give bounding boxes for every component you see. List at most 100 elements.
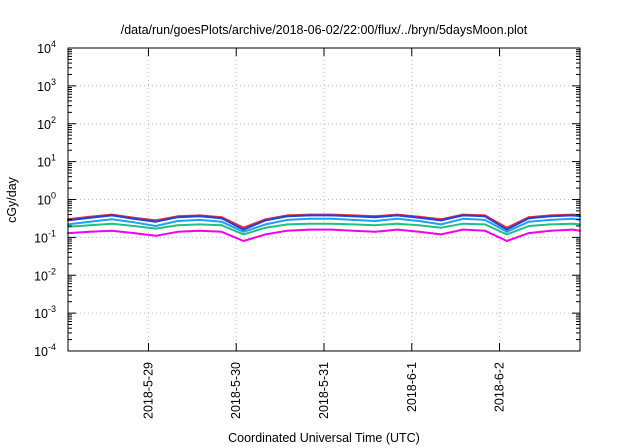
- series-3-point: [330, 217, 333, 220]
- series-5-point: [242, 240, 245, 242]
- chart-title: /data/run/goesPlots/archive/2018-06-02/2…: [121, 23, 528, 37]
- grid: [68, 48, 580, 351]
- series-5-point: [462, 228, 464, 231]
- series-4-point: [505, 233, 508, 236]
- series-5-point: [527, 232, 530, 235]
- series-4-point: [440, 226, 442, 229]
- series-4-point: [418, 224, 421, 227]
- series-2-point: [286, 215, 289, 218]
- series-2-point: [88, 216, 91, 219]
- series-4-point: [88, 224, 91, 227]
- series-4-point: [571, 222, 574, 225]
- series-4-point: [483, 223, 486, 226]
- y-tick-label-base: 10: [34, 231, 48, 245]
- plot-area: [67, 213, 581, 242]
- x-tick-label: 2018-6-1: [405, 362, 419, 412]
- x-axis-title: Coordinated Universal Time (UTC): [228, 431, 420, 445]
- series-2-point: [330, 214, 333, 217]
- series-5-point: [110, 229, 113, 232]
- series-4-point: [308, 222, 311, 225]
- y-tick-label-base: 10: [34, 269, 48, 283]
- series-4-point: [220, 224, 223, 227]
- series-3-point: [286, 218, 289, 221]
- series-4-point: [396, 222, 399, 225]
- y-tick-label-exponent: 3: [51, 77, 56, 87]
- x-axis: 2018-5-29 2018-5-30 2018-5-31 2018-6-1 2018-…: [141, 48, 507, 419]
- y-tick-label-base: 10: [37, 42, 51, 56]
- series-2-point: [264, 219, 267, 222]
- series-3-point: [571, 217, 574, 220]
- y-tick-label-exponent: 1: [51, 153, 56, 163]
- series-2-point: [440, 219, 442, 222]
- y-axis-title: cGy/day: [5, 176, 19, 223]
- series-4-point: [264, 226, 267, 229]
- y-tick-label: 101: [37, 153, 56, 170]
- y-tick-label: 10-3: [34, 304, 56, 321]
- series-4-point: [132, 225, 135, 227]
- series-5-point: [88, 230, 91, 233]
- y-tick-label: 10-2: [34, 266, 56, 283]
- series-4-point: [154, 227, 157, 230]
- series-5-point: [374, 230, 377, 233]
- series-2-point: [483, 215, 486, 218]
- series-4-point: [286, 223, 289, 226]
- series-4-point: [549, 223, 552, 226]
- series-3-point: [110, 218, 113, 221]
- series-2-point: [198, 215, 201, 218]
- series-2-point: [220, 217, 223, 220]
- x-tick-label: 2018-6-2: [493, 362, 507, 412]
- series-5-point: [198, 229, 201, 232]
- series-5-point: [549, 229, 552, 232]
- y-tick-label: 102: [37, 115, 56, 132]
- series-3-point: [418, 220, 421, 222]
- series-2-point: [242, 228, 245, 231]
- series-5-point: [286, 229, 289, 232]
- series-5-point: [264, 233, 267, 236]
- series-5-point: [483, 229, 486, 232]
- series-4-point: [242, 233, 245, 236]
- series-5-point: [352, 229, 355, 232]
- series-5-point: [571, 228, 574, 231]
- series-4-point: [176, 224, 179, 227]
- series-3-point: [527, 220, 530, 223]
- series-5-point: [330, 228, 333, 231]
- series-5-point: [418, 230, 421, 233]
- y-tick-label-exponent: -1: [48, 228, 56, 238]
- y-tick-label-base: 10: [37, 194, 51, 208]
- series-5-point: [308, 228, 311, 231]
- y-tick-label: 100: [37, 191, 56, 208]
- y-tick-label-base: 10: [34, 307, 48, 321]
- x-tick-label: 2018-5-29: [141, 362, 155, 419]
- y-tick-label-base: 10: [37, 118, 51, 132]
- series-3-point: [220, 220, 223, 223]
- series-2-point: [352, 215, 355, 218]
- x-tick-label: 2018-5-30: [229, 362, 243, 419]
- series-3-point: [505, 230, 508, 233]
- series-1-point: [242, 226, 245, 229]
- y-tick-label-exponent: 2: [51, 115, 56, 125]
- series-3-point: [549, 218, 552, 221]
- series-5-point: [154, 234, 157, 237]
- series-5-point: [220, 230, 223, 233]
- series-2-point: [418, 216, 421, 219]
- series-3-point: [242, 230, 245, 233]
- series-2-point: [571, 214, 574, 217]
- series-2-point: [396, 214, 399, 217]
- series-4-point: [374, 224, 377, 227]
- series-2-point: [132, 217, 135, 220]
- y-tick-label-exponent: 0: [51, 191, 56, 201]
- x-tick-label: 2018-5-31: [317, 362, 331, 419]
- y-tick-label-exponent: -4: [48, 342, 56, 352]
- series-4-point: [352, 223, 355, 226]
- y-tick-label-exponent: -3: [48, 304, 56, 314]
- series-2-point: [549, 215, 552, 218]
- series-3-point: [264, 223, 267, 226]
- series-3-point: [462, 217, 464, 220]
- series-3-point: [176, 220, 179, 222]
- series-4-point: [110, 222, 113, 225]
- y-tick-label-base: 10: [34, 345, 48, 359]
- series-2-point: [176, 216, 179, 219]
- y-tick-label-base: 10: [37, 80, 51, 94]
- y-tick-label-exponent: -2: [48, 266, 56, 276]
